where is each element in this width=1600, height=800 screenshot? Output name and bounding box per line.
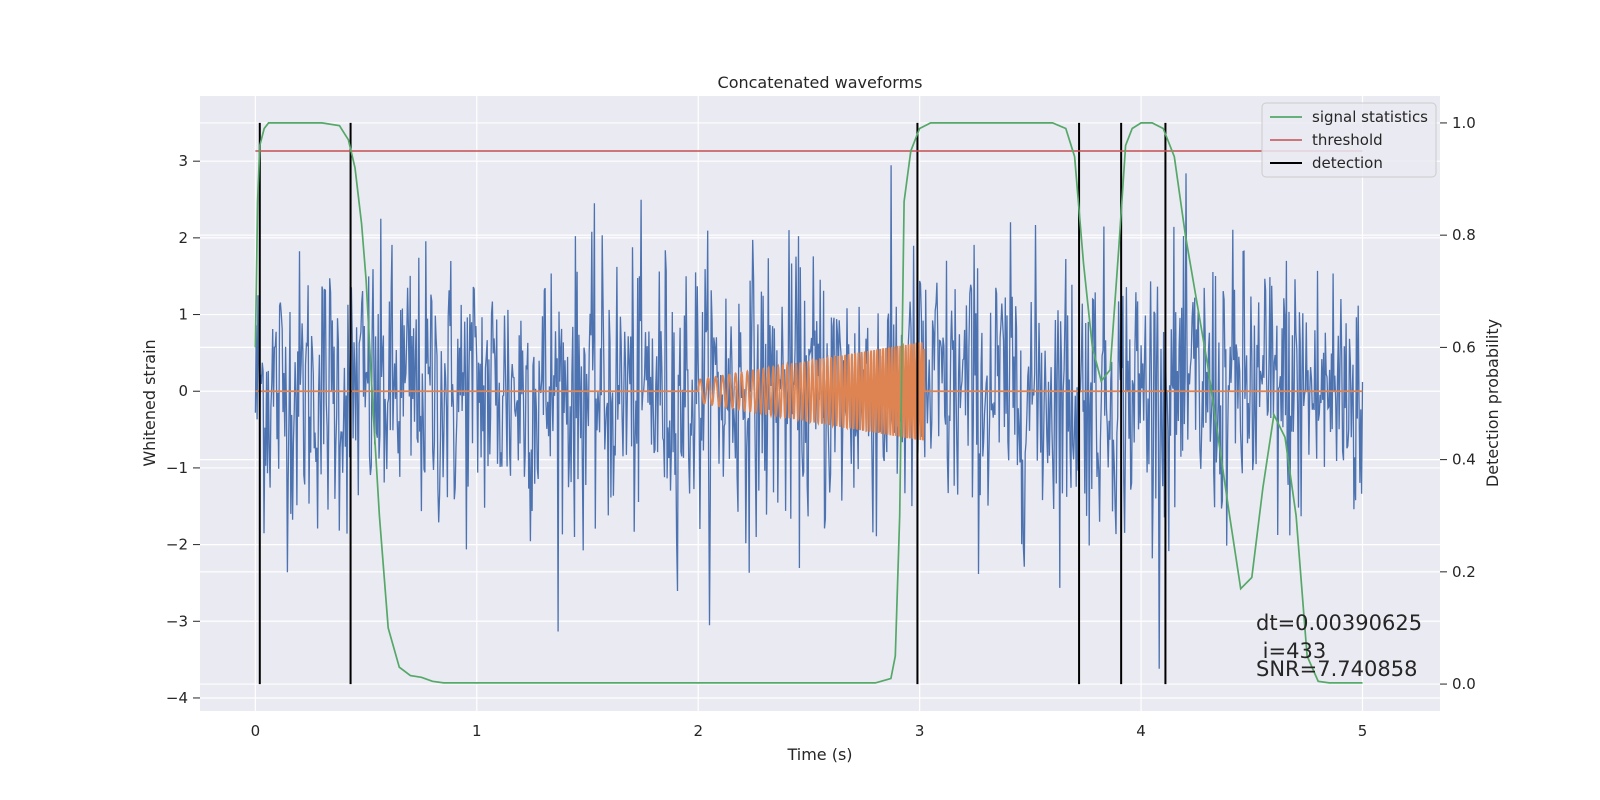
y-axis-label: Whitened strain	[140, 339, 159, 466]
y-tick-label: 0	[178, 382, 188, 400]
legend-label-detection: detection	[1312, 154, 1383, 172]
y-tick-label: −4	[166, 689, 188, 707]
x-tick-label: 3	[915, 722, 925, 740]
y2-tick-label: 0.6	[1452, 338, 1476, 356]
y-tick-label: −1	[166, 459, 188, 477]
annotation-snr: SNR=7.740858	[1256, 657, 1417, 681]
x-tick-label: 1	[472, 722, 482, 740]
x-axis-label: Time (s)	[786, 745, 852, 764]
injected-signal-line	[255, 342, 1363, 441]
y-tick-label: −3	[166, 612, 188, 630]
y2-axis-label: Detection probability	[1483, 319, 1502, 487]
legend-label-threshold: threshold	[1312, 131, 1383, 149]
y-tick-label: 1	[178, 306, 188, 324]
x-tick-label: 2	[693, 722, 703, 740]
plot-background	[200, 96, 1440, 711]
y-tick-label: 3	[178, 152, 188, 170]
series-layer	[254, 122, 1364, 685]
y2-tick-label: 0.4	[1452, 451, 1476, 469]
x-tick-labels: 0 1 2 3 4 5	[251, 722, 1368, 740]
chart-title: Concatenated waveforms	[718, 73, 923, 92]
legend-frame	[1261, 102, 1437, 178]
y2-tick-label: 0.0	[1452, 675, 1476, 693]
strain-noise-line	[254, 165, 1364, 669]
x-tick-label: 5	[1358, 722, 1368, 740]
signal-statistics-line	[254, 122, 1363, 684]
annotation-dt: dt=0.00390625	[1256, 611, 1422, 635]
y2-tick-label: 0.2	[1452, 563, 1476, 581]
y2-tick-label: 0.8	[1452, 226, 1476, 244]
x-tick-label: 4	[1136, 722, 1146, 740]
y-tick-label: −2	[166, 536, 188, 554]
legend-label-signal-statistics: signal statistics	[1312, 108, 1428, 126]
legend: signal statistics threshold detection	[1261, 102, 1437, 178]
y2-tick-label: 1.0	[1452, 114, 1476, 132]
y-tick-labels: 3 2 1 0 −1 −2 −3 −4	[166, 152, 188, 707]
annotation-i: i=433	[1256, 639, 1326, 663]
y-tick-label: 2	[178, 229, 188, 247]
x-tick-label: 0	[251, 722, 261, 740]
y2-tick-labels: 1.0 0.8 0.6 0.4 0.2 0.0	[1452, 114, 1476, 693]
